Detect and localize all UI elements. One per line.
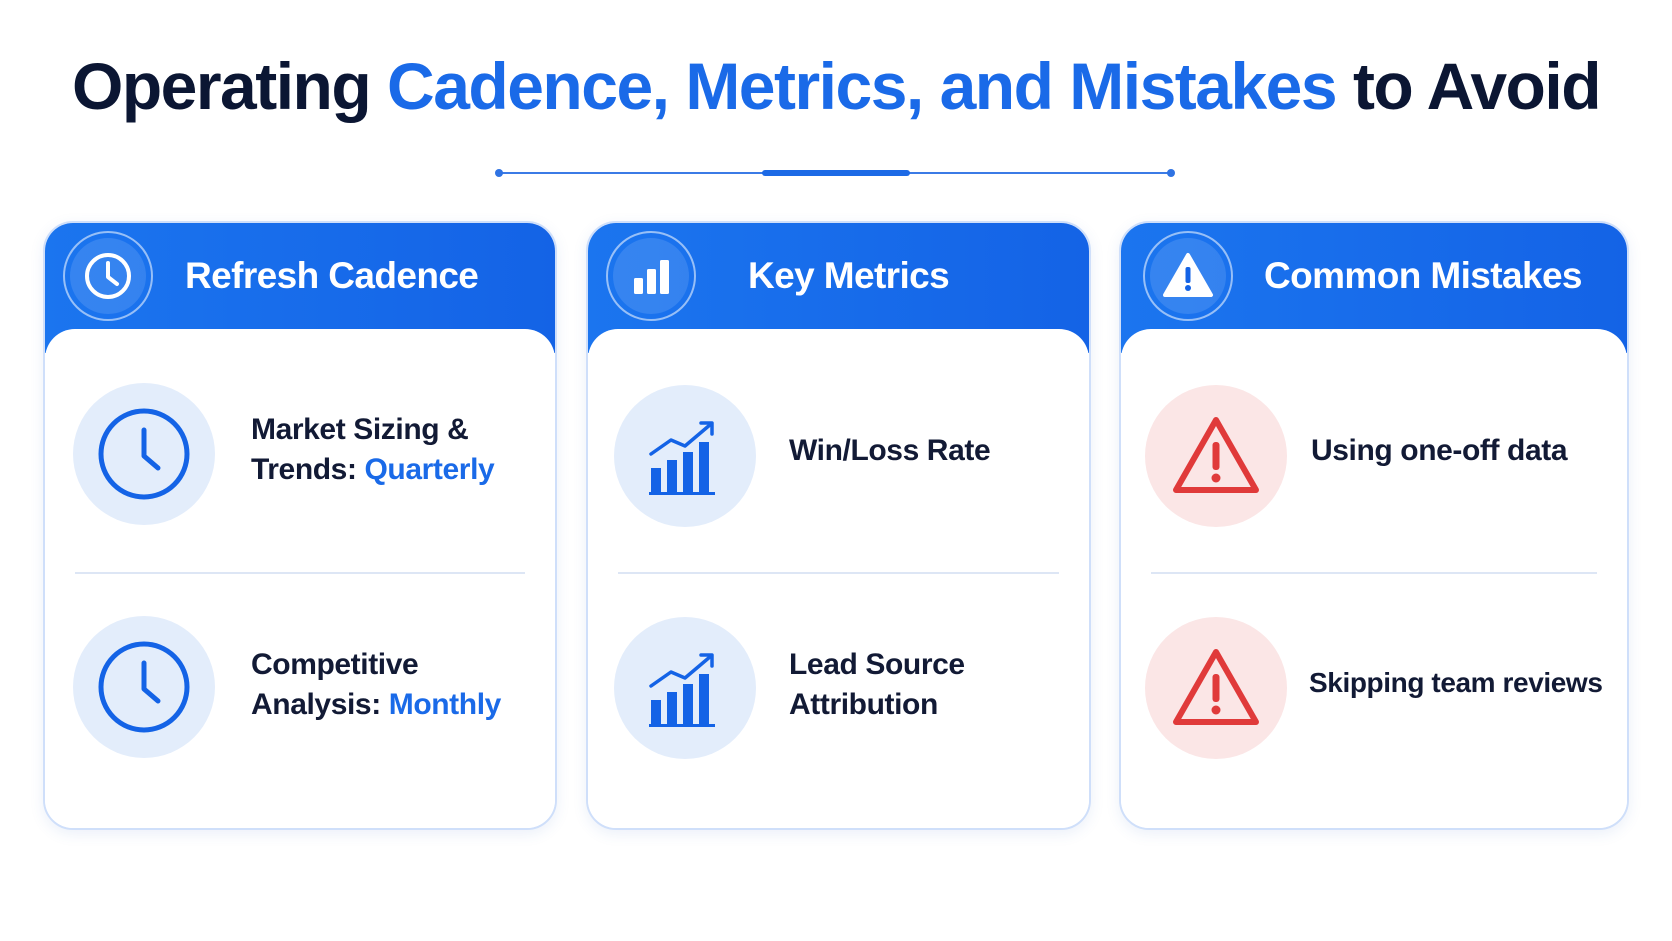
card-body: Market Sizing & Trends: Quarterly Compet… [45,329,555,828]
bar-chart-icon [606,231,696,321]
item-text: Skipping team reviews [1309,663,1603,703]
list-item: Competitive Analysis: Monthly [45,608,555,758]
card-body: Win/Loss Rate Lead Source Attribution [588,329,1089,828]
card-title: Refresh Cadence [185,255,479,296]
title-part-1: Operating [71,49,372,123]
title-part-3: to Avoid [1352,49,1602,123]
item-divider [75,572,525,574]
frequency-highlight: Monthly [388,688,502,721]
card-title: Common Mistakes [1264,255,1583,296]
item-line-1: Market Sizing & [251,413,469,446]
list-item: Using one-off data [1121,377,1627,527]
item-line-1: Competitive [251,648,419,681]
clock-icon [73,616,215,758]
list-item: Market Sizing & Trends: Quarterly [45,375,555,525]
item-line-1: Using one-off data [1311,434,1568,467]
item-line-2: Attribution [789,688,938,721]
item-text: Market Sizing & Trends: Quarterly [251,410,495,490]
item-text: Win/Loss Rate [789,431,991,471]
title-divider [495,169,1175,177]
title-part-2: Cadence, Metrics, and Mistakes [387,49,1338,123]
item-divider [1151,572,1597,574]
item-text: Lead Source Attribution [789,645,965,725]
growth-chart-icon [614,617,756,759]
item-text: Using one-off data [1311,431,1568,471]
warning-icon [1145,617,1287,759]
warning-icon [1143,231,1233,321]
card-body: Using one-off data Skipping team reviews [1121,329,1627,828]
list-item: Win/Loss Rate [588,377,1089,527]
card-key-metrics: Key Metrics Win/Loss Rate [586,221,1091,830]
card-common-mistakes: Common Mistakes Using one-off data [1119,221,1629,830]
growth-chart-icon [614,385,756,527]
item-line-1: Skipping team reviews [1309,667,1603,698]
item-line-2: Analysis: Monthly [251,688,502,721]
list-item: Skipping team reviews [1121,609,1627,759]
card-refresh-cadence: Refresh Cadence Market Sizing & Trends: … [43,221,557,830]
item-divider [618,572,1059,574]
page-title: Operating Cadence, Metrics, and Mistakes… [0,46,1672,126]
clock-icon [73,383,215,525]
clock-icon [63,231,153,321]
item-line-2: Trends: Quarterly [251,453,495,486]
warning-icon [1145,385,1287,527]
card-title: Key Metrics [748,255,950,296]
item-text: Competitive Analysis: Monthly [251,645,501,725]
item-line-1: Lead Source [789,648,965,681]
item-line-1: Win/Loss Rate [789,434,991,467]
frequency-highlight: Quarterly [364,453,495,486]
list-item: Lead Source Attribution [588,609,1089,759]
